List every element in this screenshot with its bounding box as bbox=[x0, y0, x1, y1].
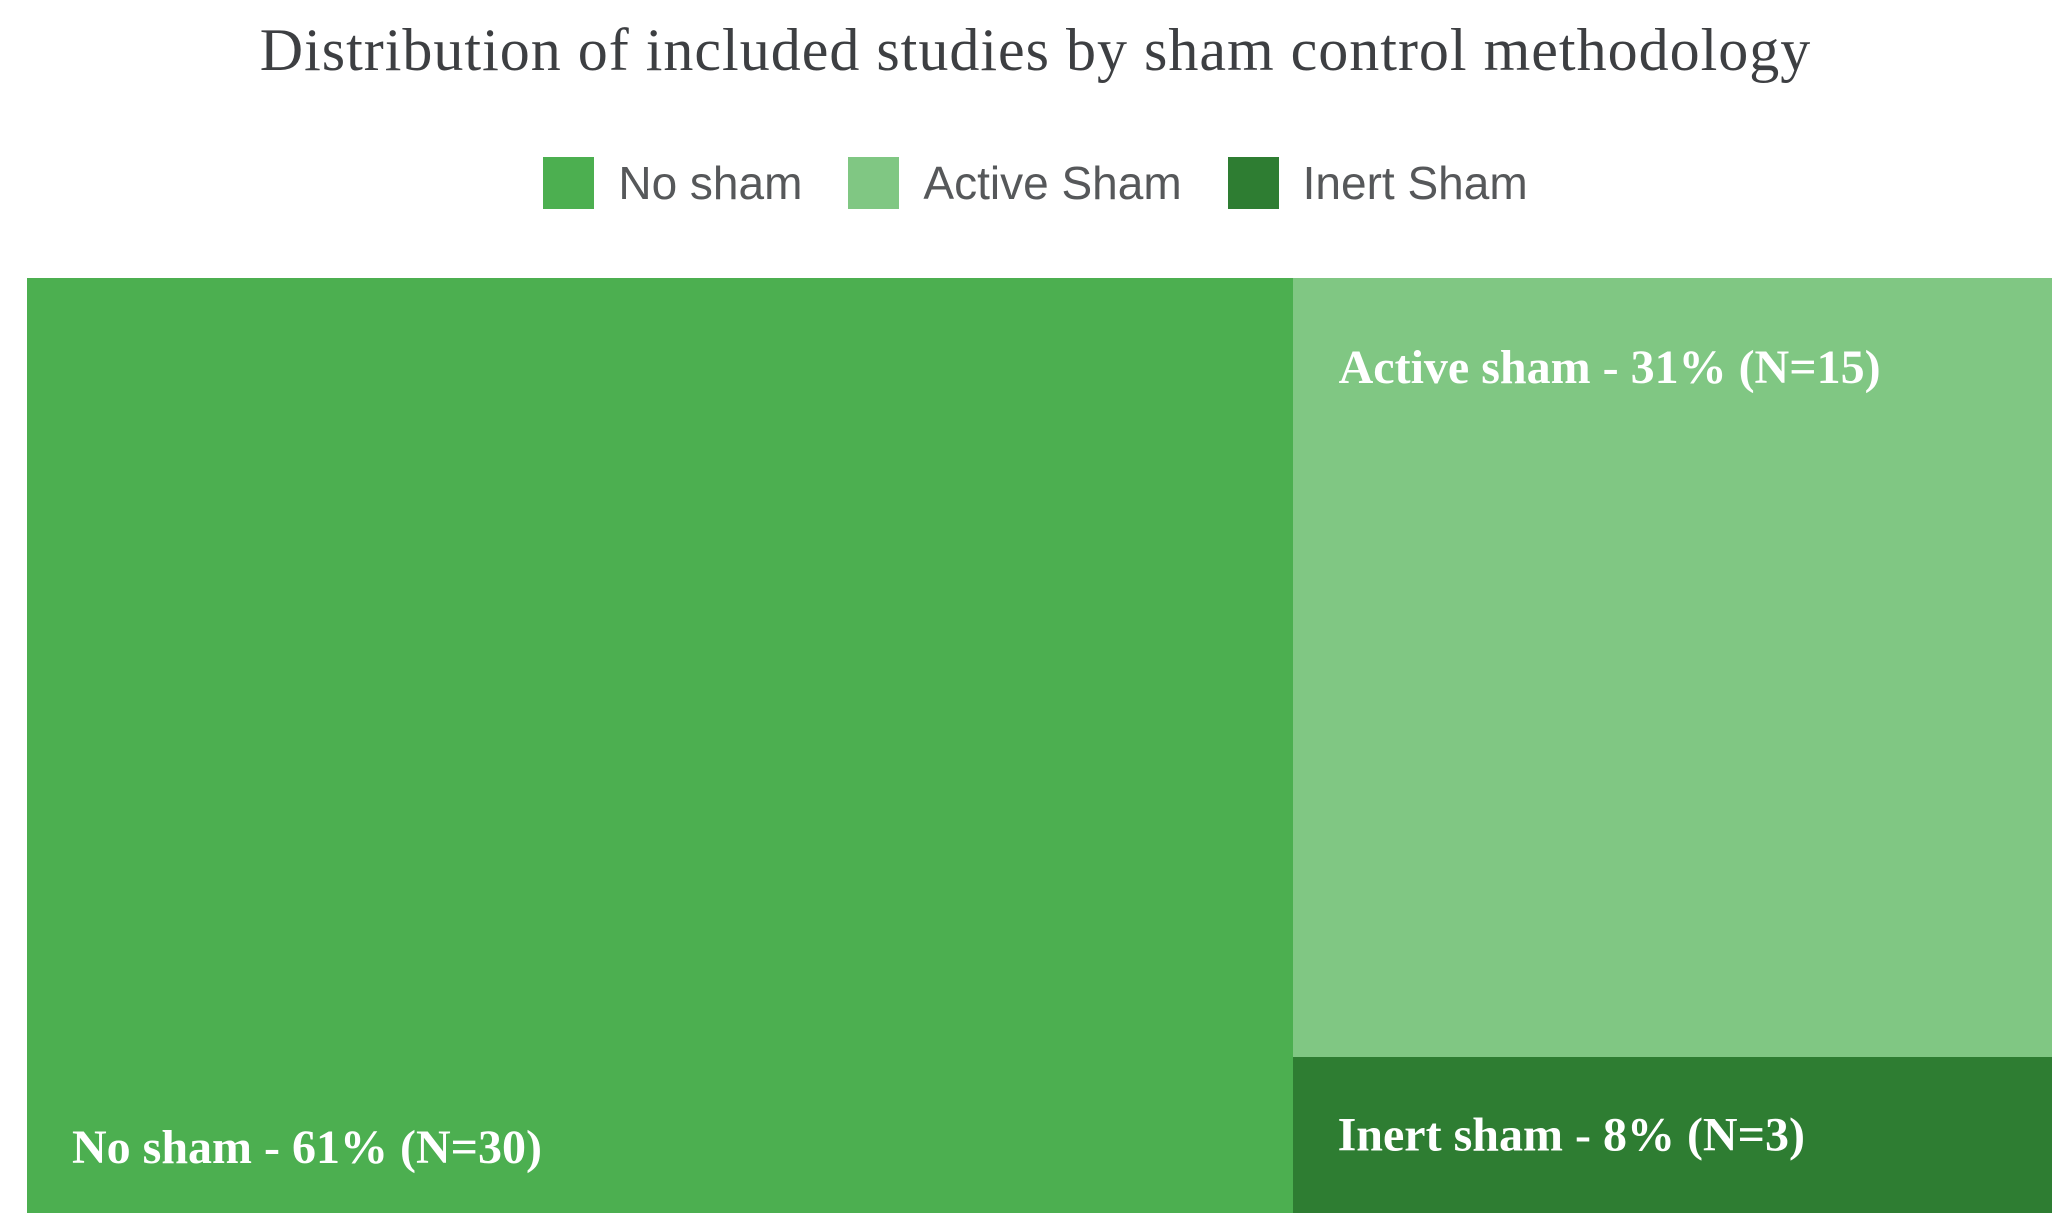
treemap-tile-active-sham: Active sham - 31% (N=15) bbox=[1292, 278, 2052, 1058]
treemap-label-inert-sham: Inert sham - 8% (N=3) bbox=[1337, 1108, 1805, 1162]
legend-item-active-sham: Active Sham bbox=[848, 156, 1182, 210]
treemap-right-column: Active sham - 31% (N=15) Inert sham - 8%… bbox=[1292, 278, 2052, 1213]
legend-item-no-sham: No sham bbox=[543, 156, 802, 210]
legend-label-inert-sham: Inert Sham bbox=[1302, 157, 1528, 209]
chart-title: Distribution of included studies by sham… bbox=[259, 17, 1812, 83]
treemap-tile-inert-sham: Inert sham - 8% (N=3) bbox=[1292, 1057, 2052, 1213]
legend-label-no-sham: No sham bbox=[618, 157, 803, 209]
legend-swatch-inert-sham bbox=[1227, 157, 1279, 209]
treemap-tile-no-sham: No sham - 61% (N=30) bbox=[27, 278, 1293, 1213]
treemap-label-active-sham: Active sham - 31% (N=15) bbox=[1338, 341, 1881, 394]
treemap-label-no-sham: No sham - 61% (N=30) bbox=[72, 1121, 542, 1174]
legend-item-inert-sham: Inert Sham bbox=[1227, 156, 1528, 210]
treemap: No sham - 61% (N=30) Active sham - 31% (… bbox=[27, 278, 2052, 1213]
legend-label-active-sham: Active Sham bbox=[923, 157, 1182, 209]
legend: No sham Active Sham Inert Sham bbox=[0, 156, 2071, 210]
legend-swatch-active-sham bbox=[848, 157, 900, 209]
legend-swatch-no-sham bbox=[543, 157, 595, 209]
